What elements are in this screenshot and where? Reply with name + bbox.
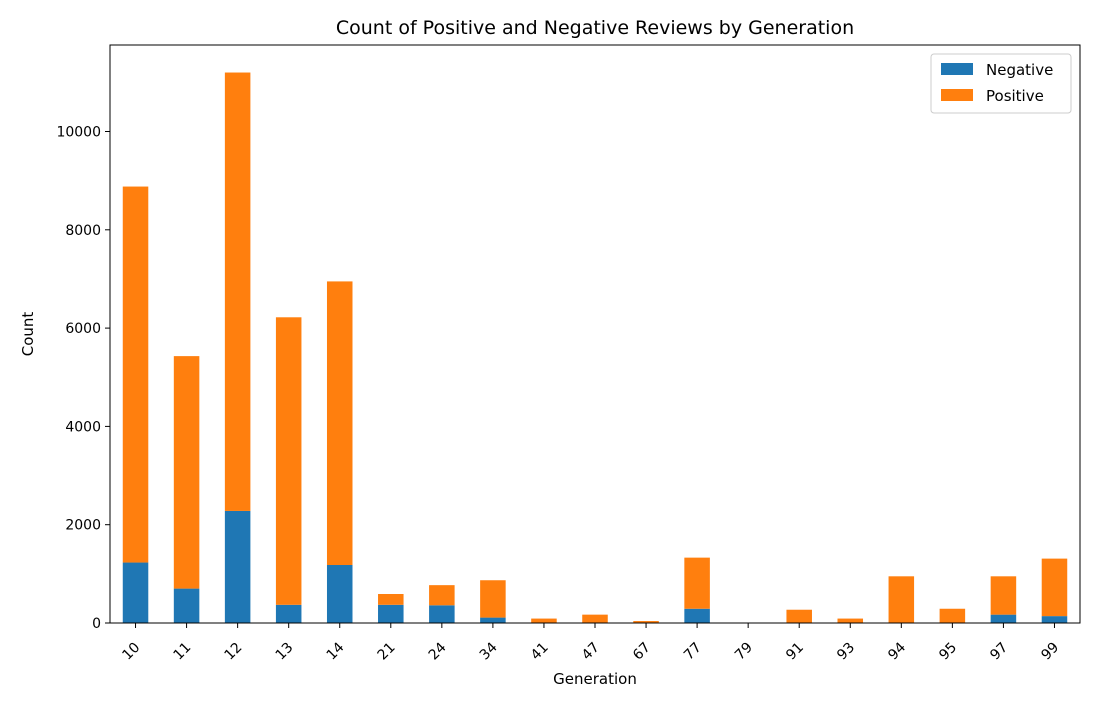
bar-negative-99 xyxy=(1042,616,1068,623)
bar-positive-24 xyxy=(429,585,455,605)
bar-positive-41 xyxy=(531,619,557,623)
x-tick-label-41: 41 xyxy=(528,640,552,664)
bar-negative-12 xyxy=(225,511,251,623)
bar-negative-21 xyxy=(378,605,404,623)
bar-positive-67 xyxy=(633,621,659,623)
x-tick-label-24: 24 xyxy=(426,639,450,663)
x-tick-label-93: 93 xyxy=(834,640,858,664)
bar-negative-34 xyxy=(480,618,506,623)
bar-positive-14 xyxy=(327,281,353,565)
chart-title: Count of Positive and Negative Reviews b… xyxy=(336,17,854,39)
legend: Negative Positive xyxy=(931,54,1071,113)
x-ticks-group: 10 11 12 13 14 21 24 34 41 47 67 77 79 91 93 94 95 97 99 xyxy=(119,623,1062,663)
x-tick-label-21: 21 xyxy=(375,640,399,664)
x-tick-label-91: 91 xyxy=(783,640,807,664)
bar-positive-93 xyxy=(838,619,864,623)
bar-negative-77 xyxy=(684,609,710,623)
bar-positive-99 xyxy=(1042,559,1068,617)
bar-positive-34 xyxy=(480,580,506,617)
legend-swatch-negative xyxy=(941,63,973,75)
x-axis-label: Generation xyxy=(553,670,637,688)
legend-swatch-positive xyxy=(941,89,973,101)
y-tick-label-0: 0 xyxy=(92,616,101,632)
x-tick-label-47: 47 xyxy=(579,640,603,664)
bar-negative-24 xyxy=(429,605,455,623)
legend-label-negative: Negative xyxy=(986,61,1053,79)
x-tick-label-12: 12 xyxy=(222,640,246,664)
bar-negative-14 xyxy=(327,565,353,623)
x-tick-label-99: 99 xyxy=(1038,640,1062,664)
bar-positive-91 xyxy=(786,610,812,623)
y-tick-label-10000: 10000 xyxy=(56,125,101,141)
x-tick-label-34: 34 xyxy=(477,639,501,663)
y-axis-label: Count xyxy=(19,312,37,357)
bar-negative-97 xyxy=(991,615,1017,623)
bar-positive-47 xyxy=(582,615,608,623)
x-tick-label-11: 11 xyxy=(170,640,194,664)
bar-positive-13 xyxy=(276,317,302,605)
x-tick-label-95: 95 xyxy=(936,640,960,664)
bar-positive-21 xyxy=(378,594,404,605)
y-tick-label-8000: 8000 xyxy=(65,223,101,239)
bar-positive-11 xyxy=(174,356,200,588)
bar-negative-11 xyxy=(174,589,200,623)
bar-negative-10 xyxy=(123,563,149,623)
y-tick-label-6000: 6000 xyxy=(65,321,101,337)
x-tick-label-97: 97 xyxy=(987,640,1011,664)
bar-positive-77 xyxy=(684,558,710,609)
y-tick-label-2000: 2000 xyxy=(65,518,101,534)
x-tick-label-79: 79 xyxy=(732,640,756,664)
x-tick-label-14: 14 xyxy=(324,639,348,663)
x-tick-label-77: 77 xyxy=(681,640,705,664)
bar-positive-12 xyxy=(225,73,251,511)
x-tick-label-94: 94 xyxy=(885,639,909,663)
bar-positive-97 xyxy=(991,576,1017,614)
plot-frame xyxy=(110,45,1080,623)
bar-positive-10 xyxy=(123,187,149,563)
bar-negative-13 xyxy=(276,605,302,623)
y-ticks-group: 0 2000 4000 6000 8000 10000 xyxy=(56,125,110,632)
bar-positive-94 xyxy=(889,576,915,622)
x-tick-label-10: 10 xyxy=(119,640,143,664)
x-tick-label-67: 67 xyxy=(630,640,654,664)
y-tick-label-4000: 4000 xyxy=(65,419,101,435)
bars-group xyxy=(123,73,1067,623)
legend-label-positive: Positive xyxy=(986,87,1044,105)
x-tick-label-13: 13 xyxy=(273,640,297,664)
bar-positive-95 xyxy=(940,609,966,623)
